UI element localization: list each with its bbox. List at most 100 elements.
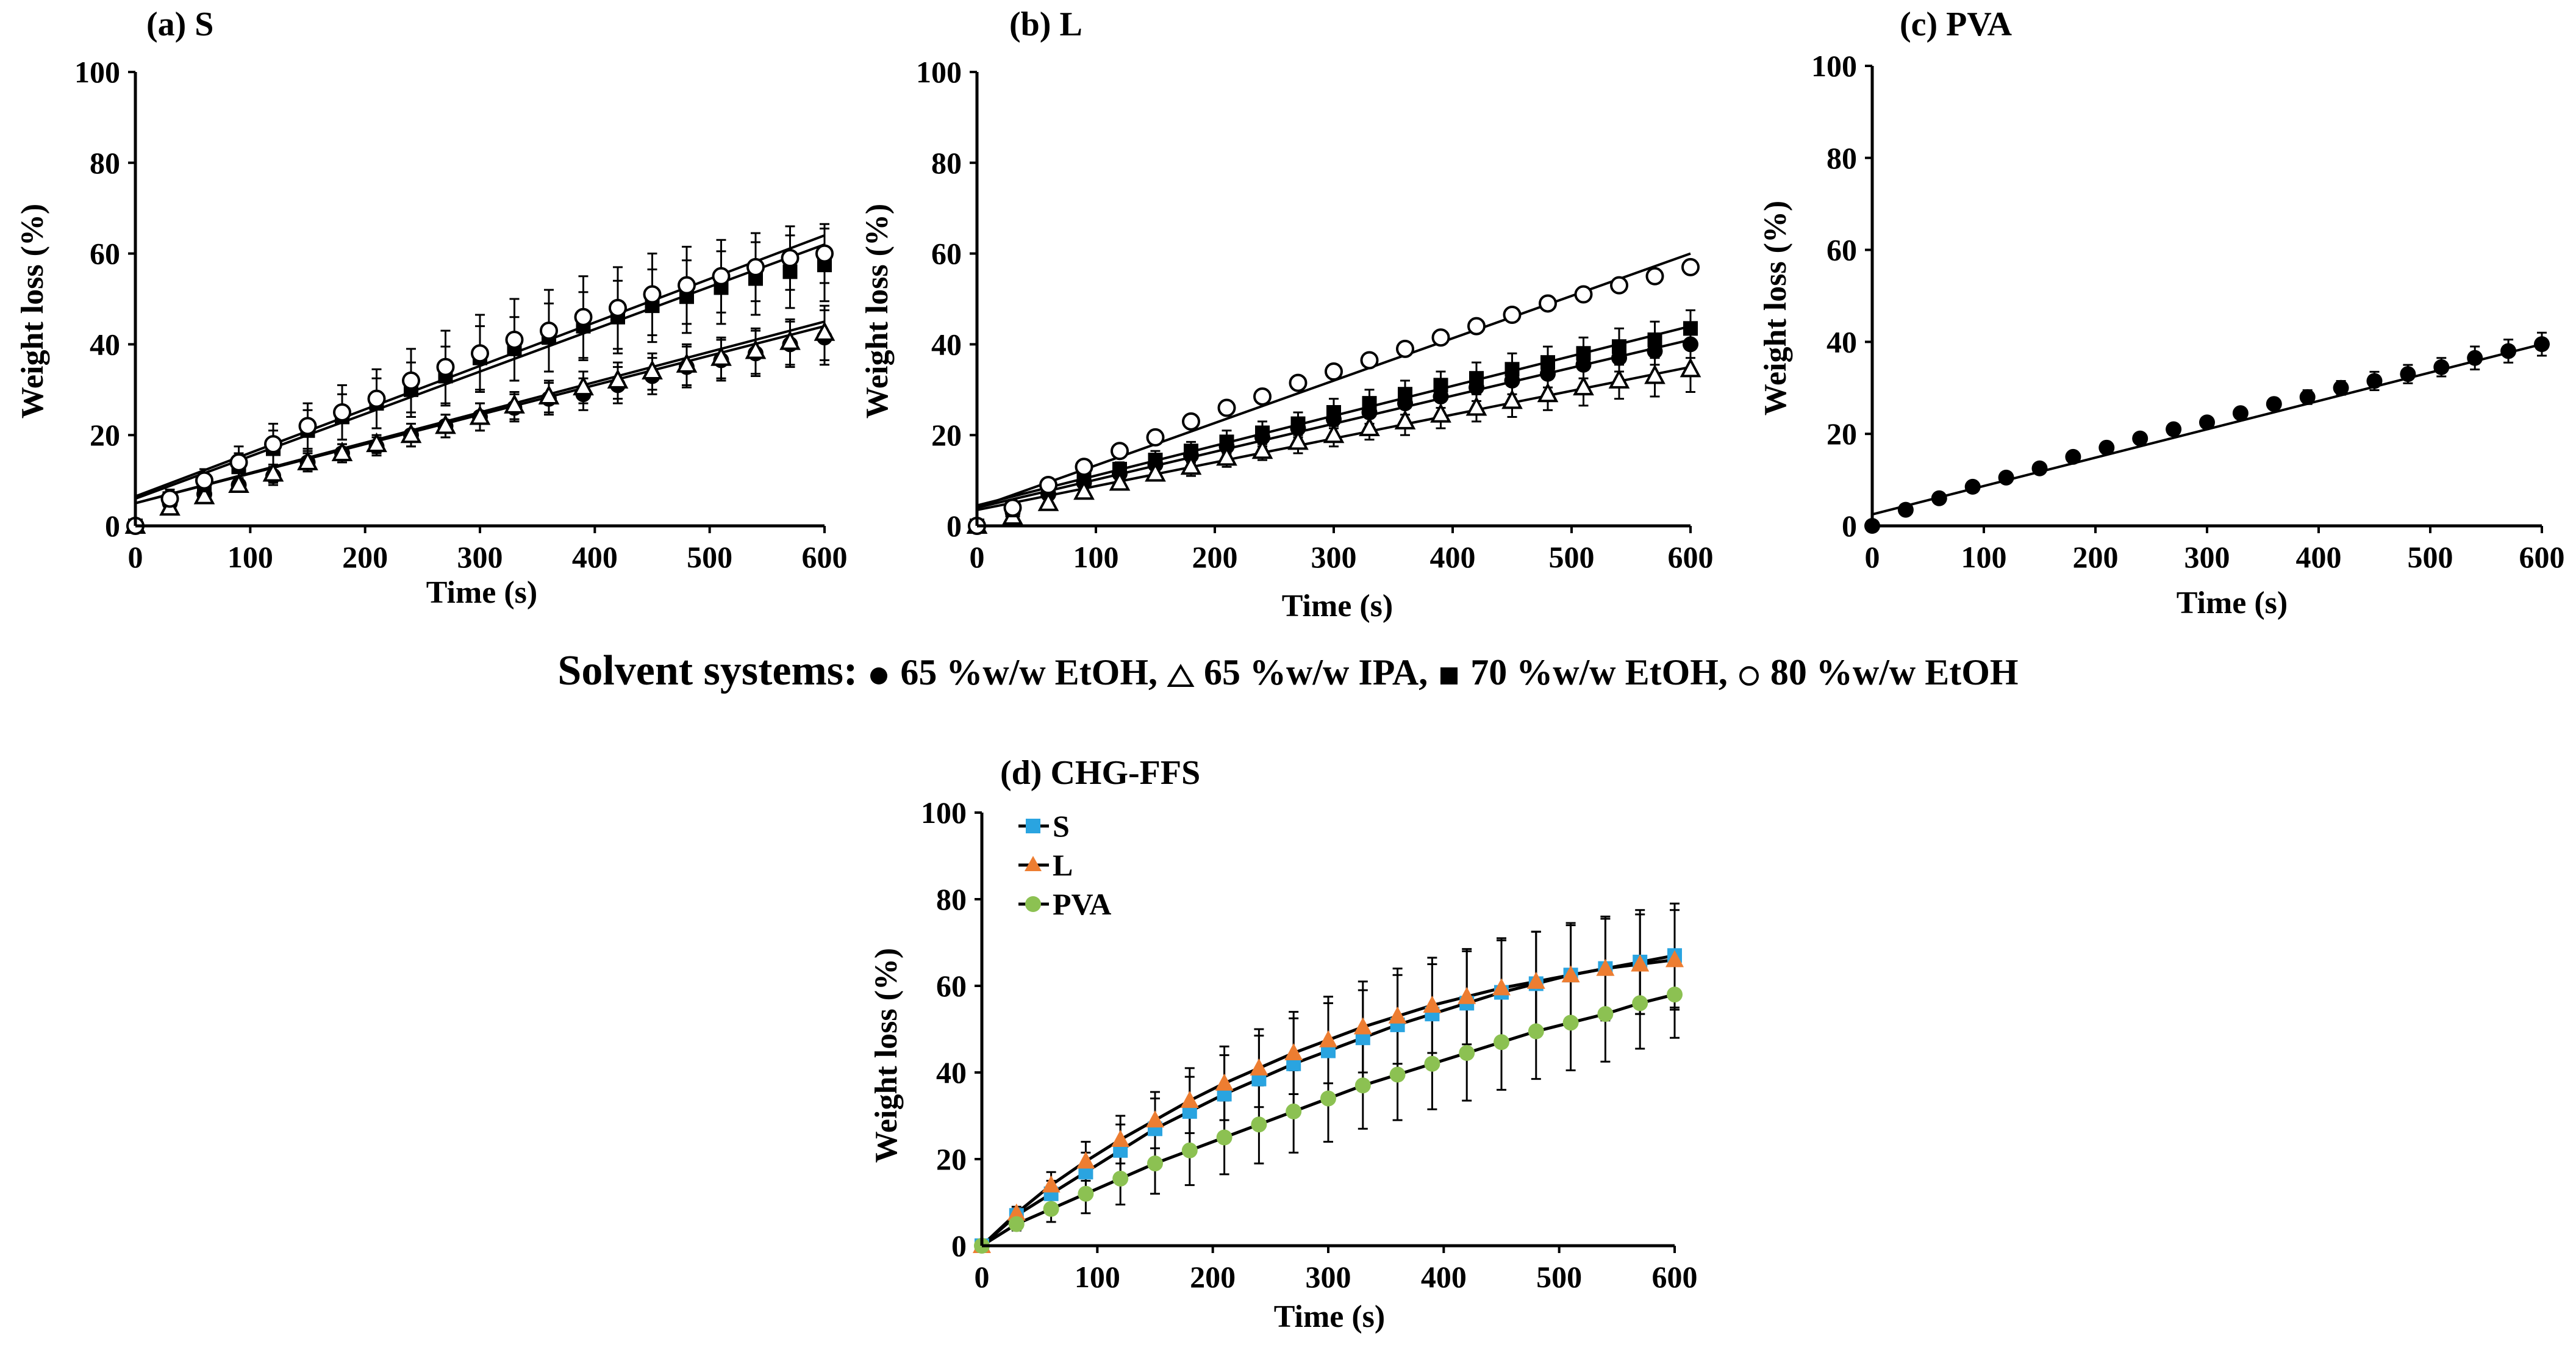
panel-d-point-l xyxy=(1665,950,1684,968)
panel-b-point-65-w-w-ipa xyxy=(1537,383,1559,403)
panel-d-points xyxy=(973,948,1684,1254)
panel-d-point-l xyxy=(1146,1110,1164,1128)
panel-d-point-pva xyxy=(1251,1116,1267,1133)
panel-d-point-pva xyxy=(1459,1045,1475,1061)
panel-a-point-80-w-w-etoh xyxy=(298,417,317,436)
panel-b-point-70-w-w-etoh xyxy=(1112,462,1127,476)
panel-a-y-tick-label: 0 xyxy=(105,509,120,543)
panel-b-point-70-w-w-etoh xyxy=(1398,387,1412,402)
panel-b-x-tick-label: 500 xyxy=(1549,540,1595,574)
panel-d-point-l xyxy=(1526,971,1545,989)
panel-d-point-l xyxy=(1492,978,1511,996)
panel-c-x-tick-label: 600 xyxy=(2519,540,2565,574)
panel-a-point-80-w-w-etoh xyxy=(540,321,558,340)
panel-d-point-l xyxy=(1561,965,1580,983)
panel-d-point-pva xyxy=(1424,1055,1440,1072)
panel-c-point-all-solvent-systems xyxy=(2500,343,2517,359)
panel-a-point-80-w-w-etoh xyxy=(815,244,834,263)
panel-d-point-l xyxy=(1007,1203,1026,1221)
panel-b-point-70-w-w-etoh xyxy=(1290,416,1306,431)
panel-b-point-80-w-w-etoh xyxy=(1182,412,1200,431)
open-circle-icon xyxy=(1739,666,1759,686)
panel-d-title: (d) CHG-FFS xyxy=(1000,754,1200,792)
panel-b-point-80-w-w-etoh xyxy=(1289,373,1308,392)
panel-a-s: (a) S Time (s) Weight loss (%) 0 100 200 30… xyxy=(15,5,848,610)
panel-b-point-65-w-w-ipa xyxy=(1644,364,1665,384)
panel-a-point-80-w-w-etoh xyxy=(678,276,696,295)
panel-b-point-65-w-w-etoh xyxy=(1683,336,1698,353)
panel-a-point-80-w-w-etoh xyxy=(574,307,593,326)
panel-b-y-tick-label: 60 xyxy=(931,237,962,271)
panel-b-point-70-w-w-etoh xyxy=(1612,339,1626,354)
panel-c-x-tick-label: 300 xyxy=(2184,540,2230,574)
panel-a-axes xyxy=(134,72,825,528)
filled-square-icon xyxy=(1440,667,1458,685)
panel-b-point-65-w-w-etoh xyxy=(1575,356,1592,373)
panel-b-point-70-w-w-etoh xyxy=(1504,362,1520,377)
panel-a-point-65-w-w-ipa xyxy=(400,423,422,444)
panel-d-point-l xyxy=(1423,995,1442,1013)
panel-d-point-pva xyxy=(1147,1155,1163,1172)
panel-d-x-tick-label: 200 xyxy=(1190,1260,1236,1294)
panel-c-point-all-solvent-systems xyxy=(2232,405,2249,422)
panel-a-x-tick-label: 300 xyxy=(457,540,503,574)
panel-b-point-80-w-w-etoh xyxy=(1645,267,1664,286)
panel-a-y-ticks: 0 20 40 60 80 100 xyxy=(74,55,135,543)
panel-a-x-tick-label: 100 xyxy=(227,540,273,574)
panel-c-point-all-solvent-systems xyxy=(2467,350,2483,366)
panel-c-point-all-solvent-systems xyxy=(2132,430,2148,447)
panel-a-x-tick-label: 500 xyxy=(687,540,732,574)
panel-a-point-80-w-w-etoh xyxy=(436,357,455,376)
panel-b-point-70-w-w-etoh xyxy=(1255,425,1270,440)
panel-a-x-tick-label: 400 xyxy=(572,540,618,574)
legend-pva-marker xyxy=(1025,896,1041,912)
panel-a-x-tick-label: 200 xyxy=(342,540,388,574)
panel-c-point-all-solvent-systems xyxy=(2166,421,2182,437)
panel-b-point-65-w-w-ipa xyxy=(1145,462,1166,482)
panel-a-point-80-w-w-etoh xyxy=(471,344,489,363)
panel-c-point-all-solvent-systems xyxy=(2065,448,2081,465)
panel-a-point-65-w-w-ipa xyxy=(193,484,215,505)
panel-b-point-65-w-w-ipa xyxy=(1323,423,1345,444)
panel-d-point-pva xyxy=(1562,1015,1579,1031)
panel-a-point-65-w-w-ipa xyxy=(469,405,491,425)
panel-b-error-bars xyxy=(1007,264,1695,520)
panel-d-y-tick-label: 80 xyxy=(936,882,967,916)
panel-b-point-65-w-w-ipa xyxy=(1251,439,1273,459)
panel-b-point-70-w-w-etoh xyxy=(1540,355,1555,370)
panel-b-point-70-w-w-etoh xyxy=(1433,378,1448,393)
panel-d-point-pva xyxy=(1667,986,1683,1003)
legend-entry-65-ipa: 65 %w/w IPA, xyxy=(1204,652,1428,692)
panel-c-point-all-solvent-systems xyxy=(2366,373,2383,389)
panel-d-point-l xyxy=(1284,1043,1303,1061)
panel-a-point-65-w-w-ipa xyxy=(710,346,732,366)
panel-a-point-65-w-w-ipa xyxy=(676,353,698,373)
panel-d-x-tick-label: 500 xyxy=(1536,1260,1582,1294)
panel-a-point-65-w-w-ipa xyxy=(779,330,801,350)
panel-b-x-label: Time (s) xyxy=(1282,589,1393,623)
panel-b-point-80-w-w-etoh xyxy=(1003,498,1022,517)
panel-d-point-pva xyxy=(1043,1201,1059,1217)
panel-d-y-label: Weight loss (%) xyxy=(869,948,904,1163)
panel-a-x-tick-label: 600 xyxy=(802,540,848,574)
panel-b-y-label: Weight loss (%) xyxy=(860,204,895,418)
panel-b-y-tick-label: 100 xyxy=(916,55,962,89)
panel-b-y-tick-label: 40 xyxy=(931,327,962,361)
panel-b-point-80-w-w-etoh xyxy=(1360,351,1379,370)
panel-a-point-80-w-w-etoh xyxy=(505,330,524,349)
panel-b-point-70-w-w-etoh xyxy=(1219,434,1234,450)
panel-a-point-80-w-w-etoh xyxy=(333,403,351,422)
panel-b-point-70-w-w-etoh xyxy=(1326,405,1341,420)
panel-c-y-tick-label: 0 xyxy=(1842,509,1857,543)
panel-c-title: (c) PVA xyxy=(1900,5,2012,43)
panel-c-point-all-solvent-systems xyxy=(2333,379,2349,396)
panel-b-point-65-w-w-ipa xyxy=(1680,357,1701,378)
panel-a-point-65-w-w-ipa xyxy=(297,450,318,470)
panel-a-point-80-w-w-etoh xyxy=(264,435,282,454)
panel-b-y-ticks: 0 20 40 60 80 100 xyxy=(916,55,977,543)
panel-a-point-65-w-w-ipa xyxy=(607,368,629,389)
panel-c-y-tick-label: 80 xyxy=(1826,141,1857,175)
panel-a-point-80-w-w-etoh xyxy=(712,267,731,286)
panel-b-point-65-w-w-ipa xyxy=(1394,409,1416,429)
panel-d-x-tick-label: 600 xyxy=(1652,1260,1698,1294)
